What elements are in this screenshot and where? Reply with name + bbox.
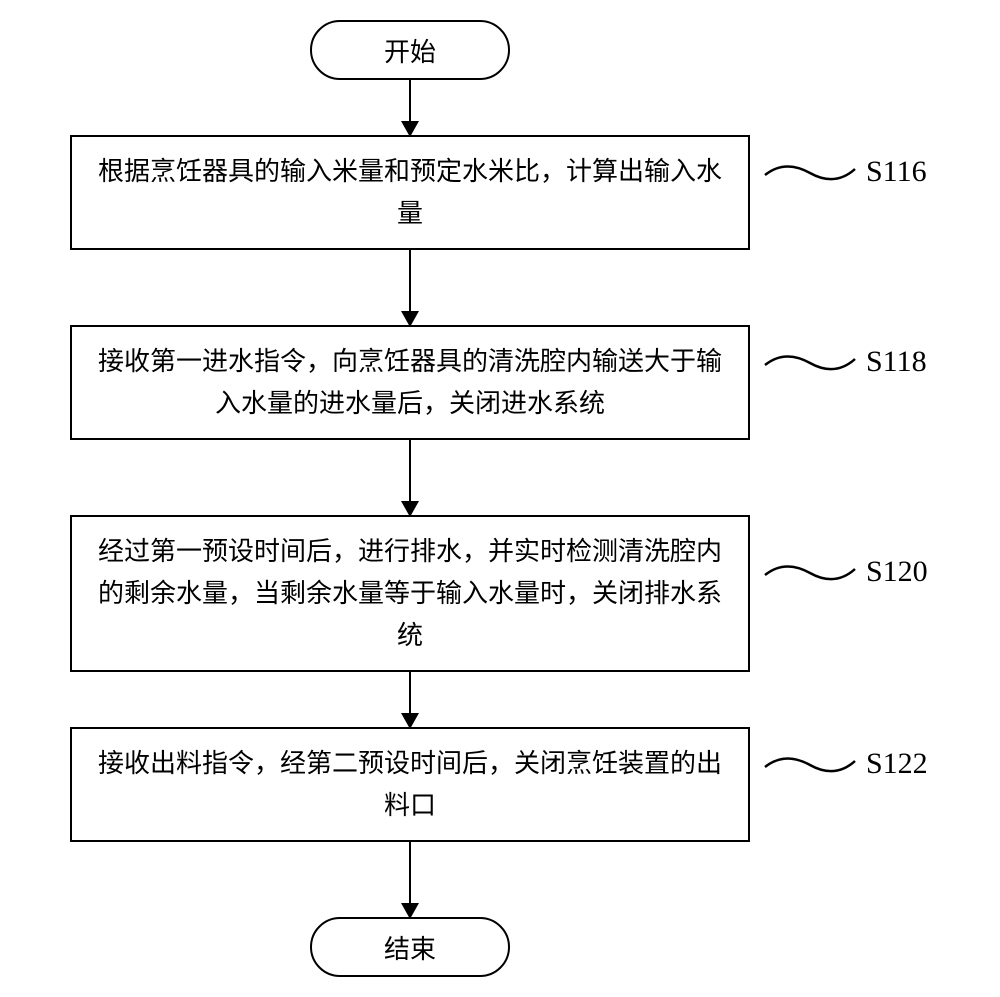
process-s120: 经过第一预设时间后，进行排水，并实时检测清洗腔内的剩余水量，当剩余水量等于输入水…	[70, 515, 750, 672]
step-row-3: 接收出料指令，经第二预设时间后，关闭烹饪装置的出料口 S122	[20, 727, 980, 842]
process-text: 接收第一进水指令，向烹饪器具的清洗腔内输送大于输入水量的进水量后，关闭进水系统	[98, 347, 722, 418]
step-label-s122: S122	[760, 747, 928, 781]
process-text: 经过第一预设时间后，进行排水，并实时检测清洗腔内的剩余水量，当剩余水量等于输入水…	[98, 537, 722, 649]
step-id: S120	[866, 555, 928, 589]
step-label-s120: S120	[760, 555, 928, 589]
step-id: S116	[866, 155, 927, 189]
connector-icon	[760, 749, 860, 779]
arrow-2	[70, 440, 750, 515]
step-row-1: 接收第一进水指令，向烹饪器具的清洗腔内输送大于输入水量的进水量后，关闭进水系统 …	[20, 325, 980, 440]
connector-icon	[760, 557, 860, 587]
arrow-0	[70, 80, 750, 135]
arrow-line	[409, 842, 411, 917]
connector-icon	[760, 347, 860, 377]
process-s122: 接收出料指令，经第二预设时间后，关闭烹饪装置的出料口	[70, 727, 750, 842]
end-wrap: 结束	[70, 917, 750, 977]
step-label-s118: S118	[760, 345, 927, 379]
step-row-2: 经过第一预设时间后，进行排水，并实时检测清洗腔内的剩余水量，当剩余水量等于输入水…	[20, 515, 980, 672]
step-id: S118	[866, 345, 927, 379]
process-s116: 根据烹饪器具的输入米量和预定水米比，计算出输入水量	[70, 135, 750, 250]
process-text: 根据烹饪器具的输入米量和预定水米比，计算出输入水量	[98, 157, 722, 228]
step-row-0: 根据烹饪器具的输入米量和预定水米比，计算出输入水量 S116	[20, 135, 980, 250]
start-label: 开始	[384, 32, 436, 69]
end-label: 结束	[384, 929, 436, 966]
step-label-s116: S116	[760, 155, 927, 189]
arrow-line	[409, 80, 411, 135]
step-id: S122	[866, 747, 928, 781]
arrow-line	[409, 440, 411, 515]
connector-icon	[760, 157, 860, 187]
process-text: 接收出料指令，经第二预设时间后，关闭烹饪装置的出料口	[98, 749, 722, 820]
start-wrap: 开始	[70, 20, 750, 80]
end-terminator: 结束	[310, 917, 510, 977]
start-terminator: 开始	[310, 20, 510, 80]
flowchart-container: 开始 根据烹饪器具的输入米量和预定水米比，计算出输入水量 S116 接收第一进水…	[20, 20, 980, 977]
arrow-line	[409, 672, 411, 727]
arrow-line	[409, 250, 411, 325]
arrow-1	[70, 250, 750, 325]
arrow-3	[70, 672, 750, 727]
process-s118: 接收第一进水指令，向烹饪器具的清洗腔内输送大于输入水量的进水量后，关闭进水系统	[70, 325, 750, 440]
arrow-4	[70, 842, 750, 917]
